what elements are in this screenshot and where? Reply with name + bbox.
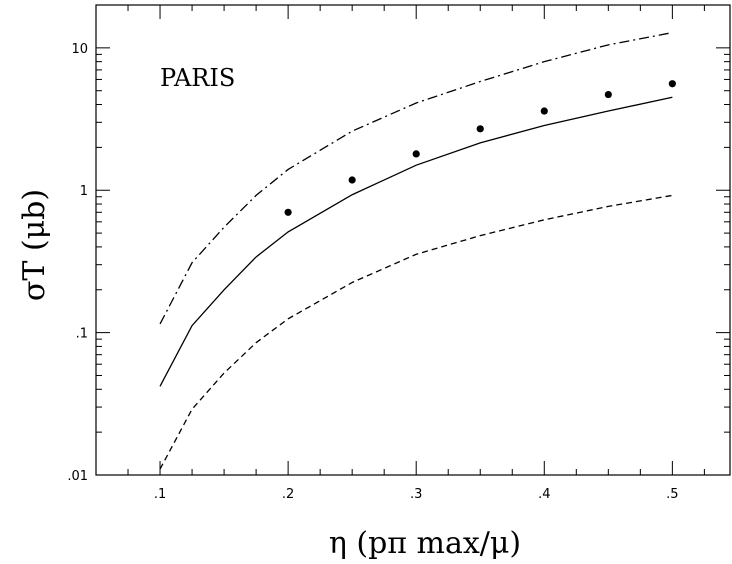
data-point [284,208,292,216]
x-tick-label: .4 [538,487,550,502]
x-axis-label: η (pπ max/μ) [329,526,521,561]
tick-labels: .1 .2 .3 .4 .5 .01 .1 1 10 [67,42,678,502]
x-tick-label: .1 [154,487,166,502]
data-point [412,150,420,158]
paris-annotation: PARIS [160,64,235,92]
x-tick-label: .3 [410,487,422,502]
dashdot-curve [159,31,673,325]
ticks [95,4,730,476]
data-point [348,176,356,184]
x-tick-label: .2 [282,487,294,502]
data-point [668,80,676,88]
y-axis-label: σT (μb) [17,189,52,301]
data-point [476,125,484,133]
data-point [540,107,548,115]
data-point [604,90,612,99]
solid-curve [159,96,673,387]
plot-frame [95,4,731,476]
y-tick-label: 10 [71,42,88,57]
x-tick-label: .5 [666,487,678,502]
dashed-curve [159,194,673,470]
y-tick-label: .01 [67,469,88,484]
series-group [159,31,676,470]
y-tick-label: 1 [80,184,88,199]
y-tick-label: .1 [76,327,88,342]
